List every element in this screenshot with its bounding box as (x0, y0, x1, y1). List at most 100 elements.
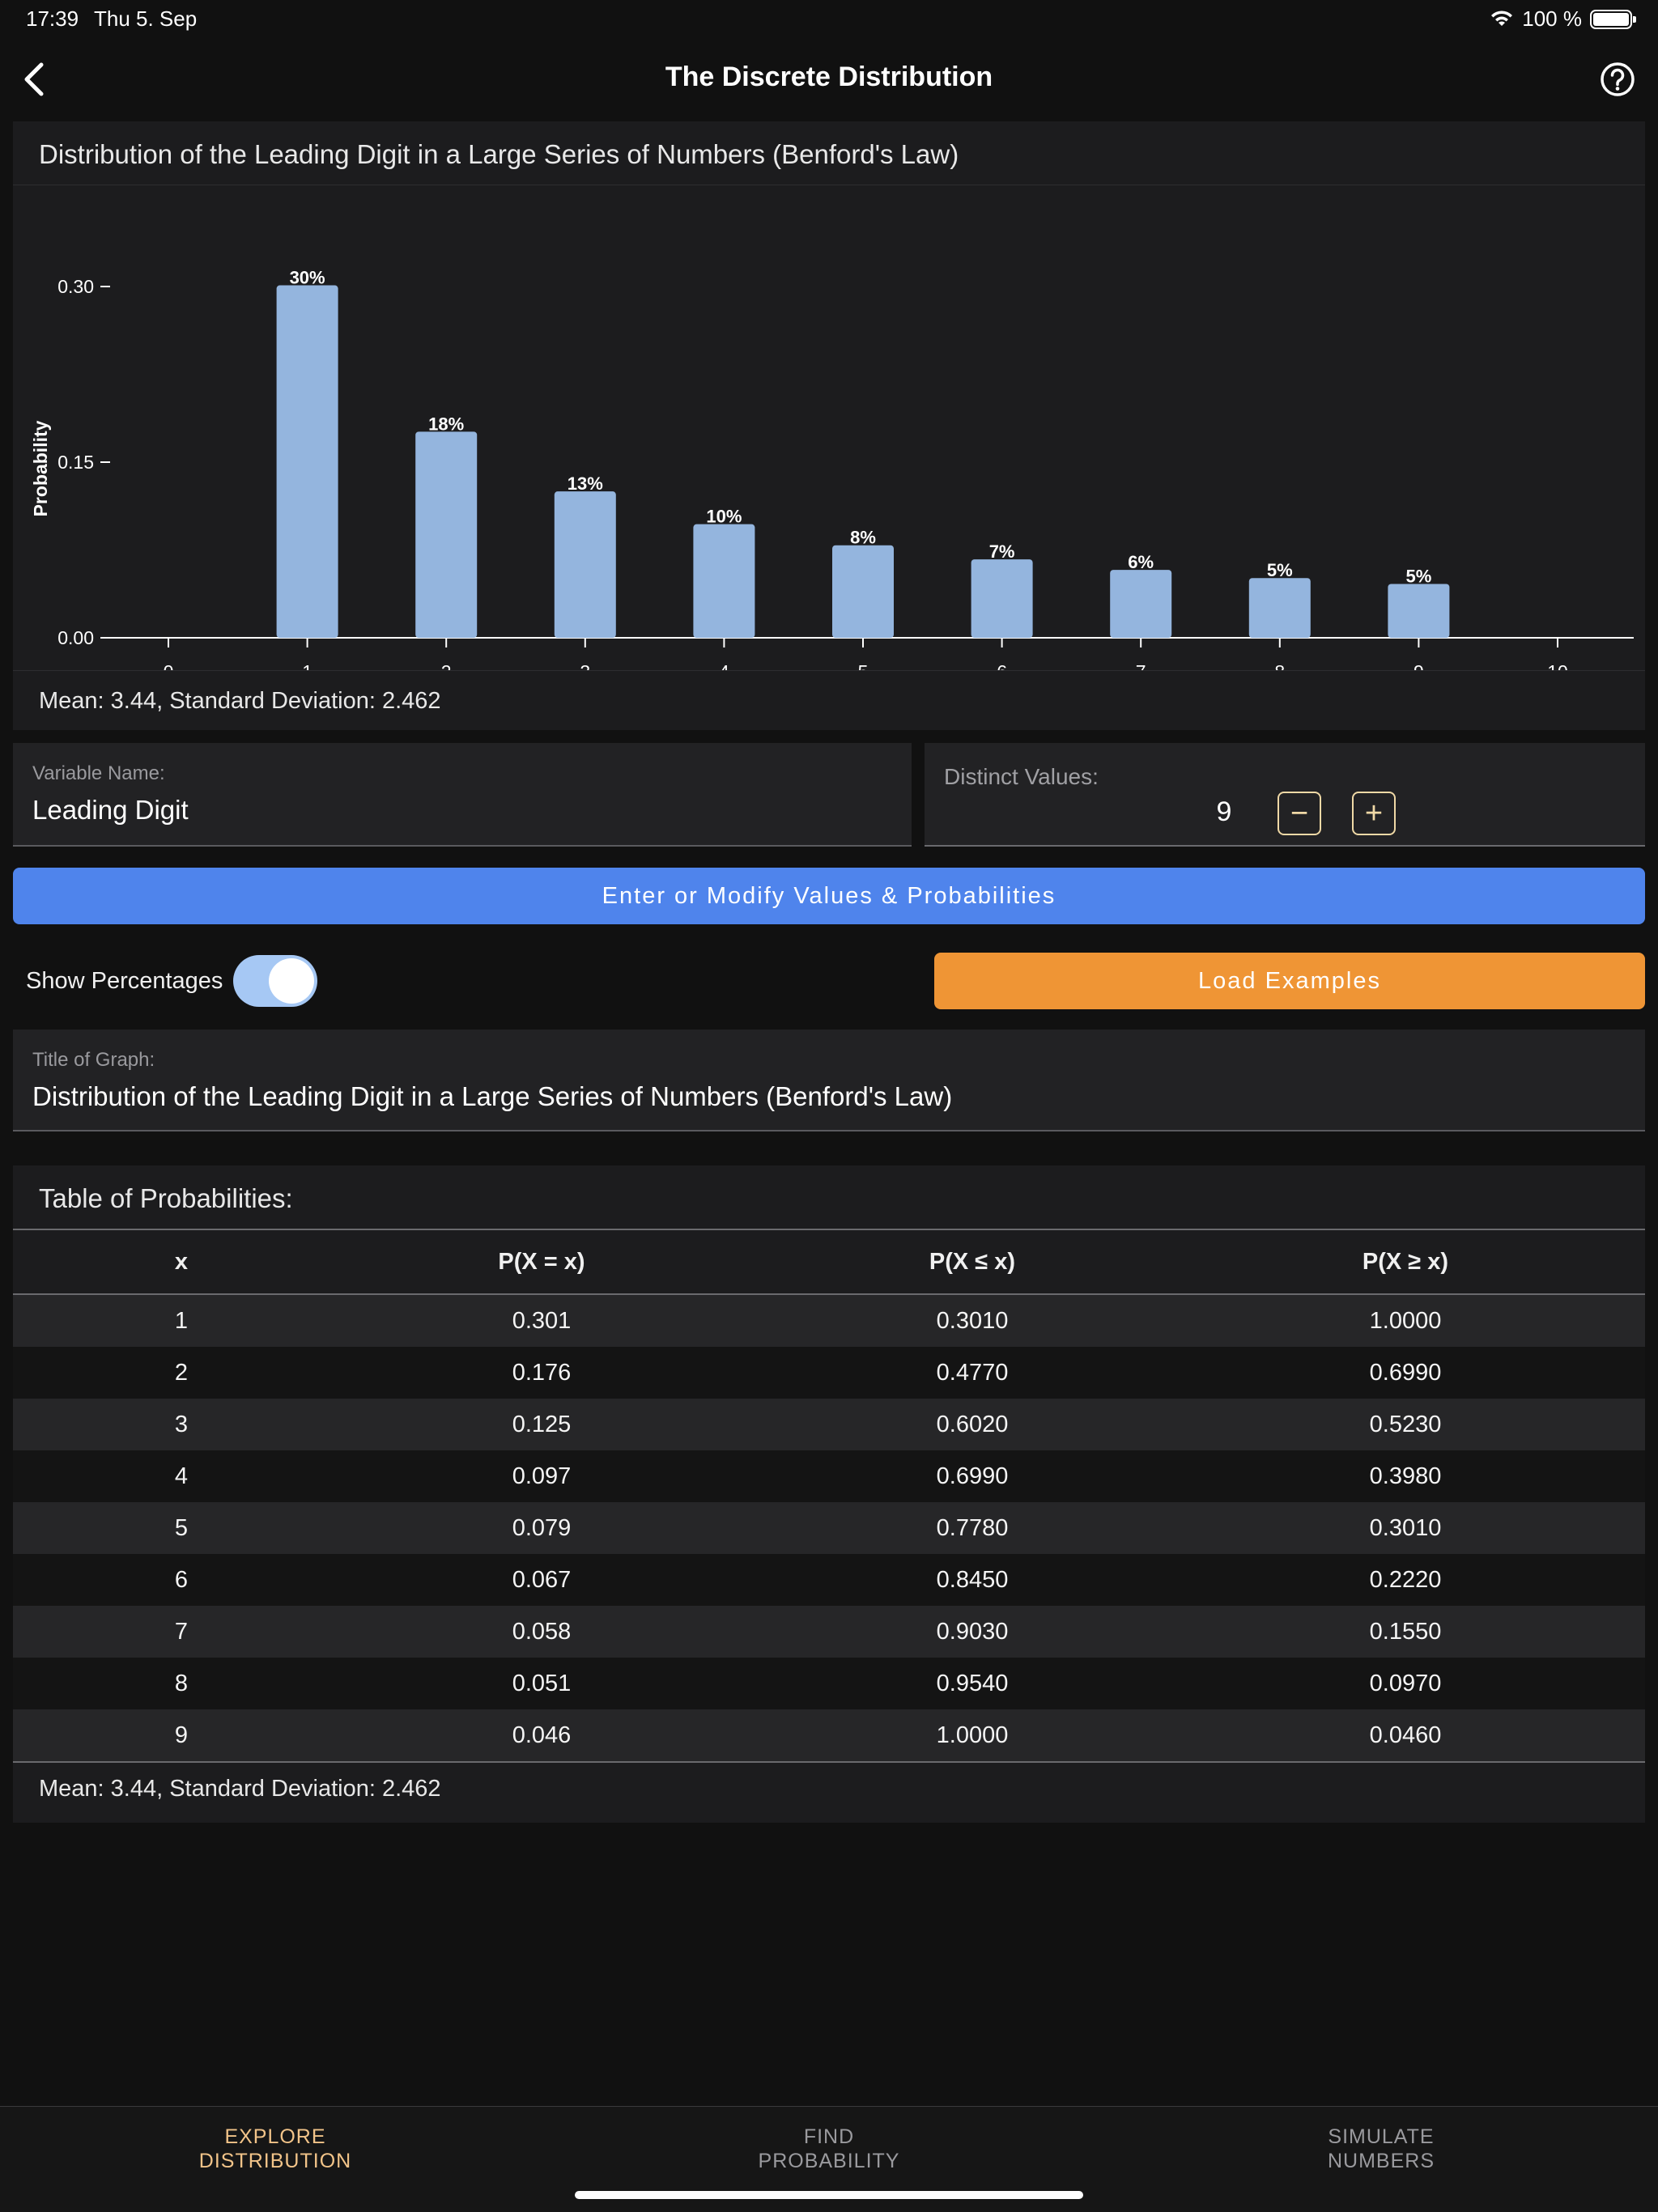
status-time: 17:39 (26, 6, 79, 31)
x-tick-label: 10 (1547, 661, 1568, 670)
x-tick-label: 4 (719, 661, 729, 670)
variable-name-field[interactable]: Variable Name: Leading Digit (13, 743, 912, 847)
chevron-left-icon (24, 62, 44, 96)
cell-p-ge: 0.3010 (1369, 1514, 1442, 1541)
cell-p-le: 0.6020 (936, 1411, 1009, 1437)
cell-p-ge: 0.3980 (1369, 1463, 1442, 1489)
cell-p-le: 0.9030 (936, 1618, 1009, 1645)
table-row: 2 0.176 0.4770 0.6990 (13, 1347, 1645, 1399)
cell-p-le: 0.8450 (936, 1566, 1009, 1593)
cell-p-ge: 0.5230 (1369, 1411, 1442, 1437)
cell-p-eq: 0.079 (512, 1514, 572, 1541)
x-tick-label: 9 (1414, 661, 1424, 670)
table-title: Table of Probabilities: (39, 1183, 293, 1213)
graph-title-field[interactable]: Title of Graph: Distribution of the Lead… (13, 1030, 1645, 1131)
load-examples-button[interactable]: Load Examples (934, 953, 1645, 1009)
distinct-values-label: Distinct Values: (944, 764, 1099, 789)
variable-name-label: Variable Name: (32, 762, 165, 784)
navigation-bar: The Discrete Distribution (0, 40, 1658, 118)
chart-summary-stats: Mean: 3.44, Standard Deviation: 2.462 (39, 688, 441, 714)
tab-label: DISTRIBUTION (198, 2150, 352, 2172)
bar-chart: 0.00 0.15 0.30 0 1 2 3 4 5 6 7 8 9 10 30% 18% 13% 10% 8% 7%… (30, 268, 1634, 670)
bar-data-label: 7% (989, 541, 1015, 562)
cell-p-ge: 0.6990 (1369, 1359, 1442, 1386)
cell-p-eq: 0.125 (512, 1411, 572, 1437)
distinct-values-count: 9 (1216, 796, 1232, 827)
cell-p-eq: 0.176 (512, 1359, 572, 1386)
table-row: 8 0.051 0.9540 0.0970 (13, 1658, 1645, 1709)
plus-icon: + (1364, 796, 1384, 830)
enter-modify-values-button[interactable]: Enter or Modify Values & Probabilities (13, 868, 1645, 924)
table-row: 6 0.067 0.8450 0.2220 (13, 1554, 1645, 1606)
page-title: The Discrete Distribution (665, 62, 993, 92)
cell-p-ge: 0.1550 (1369, 1618, 1442, 1645)
cell-p-eq: 0.301 (512, 1307, 572, 1334)
cell-p-eq: 0.051 (512, 1670, 572, 1696)
divider (13, 670, 1645, 671)
y-tick-label: 0.15 (57, 452, 94, 473)
x-tick-label: 8 (1274, 661, 1285, 670)
bar-data-label: 10% (706, 507, 742, 527)
bar (832, 545, 894, 638)
bar (554, 491, 616, 638)
show-percentages-toggle[interactable] (233, 955, 317, 1007)
chart-panel: Distribution of the Leading Digit in a L… (13, 121, 1645, 730)
cell-p-le: 0.9540 (936, 1670, 1009, 1696)
tab-label: FIND (803, 2125, 855, 2148)
cell-p-ge: 0.2220 (1369, 1566, 1442, 1593)
x-tick-label: 5 (858, 661, 869, 670)
cell-p-eq: 0.067 (512, 1566, 572, 1593)
cell-x: 4 (174, 1463, 189, 1489)
cell-x: 2 (174, 1359, 189, 1386)
table-row: 3 0.125 0.6020 0.5230 (13, 1399, 1645, 1450)
cell-p-ge: 0.0460 (1369, 1722, 1442, 1748)
y-axis-title: Probability (30, 420, 51, 516)
show-percentages-label: Show Percentages (26, 968, 223, 994)
bar (1248, 578, 1311, 638)
chart-title: Distribution of the Leading Digit in a L… (39, 139, 959, 169)
distinct-values-field: Distinct Values: 9 − + (925, 743, 1645, 847)
bar-data-label: 6% (1128, 552, 1154, 572)
graph-title-label: Title of Graph: (32, 1049, 155, 1071)
table-row: 7 0.058 0.9030 0.1550 (13, 1606, 1645, 1658)
x-tick-label: 3 (580, 661, 590, 670)
back-button[interactable] (11, 57, 57, 102)
variable-name-value[interactable]: Leading Digit (32, 795, 189, 825)
cell-x: 3 (174, 1411, 189, 1437)
table-row: 5 0.079 0.7780 0.3010 (13, 1502, 1645, 1554)
increment-button[interactable]: + (1352, 792, 1396, 835)
tab-find-probability[interactable]: FIND PROBABILITY (667, 2125, 991, 2173)
toggle-knob (269, 958, 314, 1004)
cell-p-ge: 0.0970 (1369, 1670, 1442, 1696)
table-row: 1 0.301 0.3010 1.0000 (13, 1295, 1645, 1347)
cell-p-le: 0.3010 (936, 1307, 1009, 1334)
x-tick-label: 1 (302, 661, 312, 670)
status-bar: 17:39 Thu 5. Sep 100 % (0, 0, 1658, 39)
cell-p-le: 0.6990 (936, 1463, 1009, 1489)
status-date: Thu 5. Sep (94, 6, 198, 31)
cell-x: 7 (174, 1618, 189, 1645)
decrement-button[interactable]: − (1278, 792, 1321, 835)
bar (415, 431, 478, 638)
divider (13, 1761, 1645, 1763)
divider (13, 1229, 1645, 1230)
table-row: 4 0.097 0.6990 0.3980 (13, 1450, 1645, 1502)
column-header: x (174, 1248, 189, 1275)
cell-p-le: 0.4770 (936, 1359, 1009, 1386)
bar (971, 559, 1033, 638)
y-tick-label: 0.30 (57, 276, 94, 297)
tab-simulate-numbers[interactable]: SIMULATE NUMBERS (1219, 2125, 1543, 2173)
table-row: 9 0.046 1.0000 0.0460 (13, 1709, 1645, 1761)
x-tick-label: 0 (164, 661, 174, 670)
tab-explore-distribution[interactable]: EXPLORE DISTRIBUTION (113, 2125, 437, 2173)
bar-data-label: 5% (1267, 560, 1293, 580)
help-button[interactable] (1598, 60, 1637, 99)
cell-p-eq: 0.046 (512, 1722, 572, 1748)
column-header: P(X ≥ x) (1362, 1248, 1449, 1275)
load-examples-label: Load Examples (1198, 967, 1381, 994)
cell-x: 6 (174, 1566, 189, 1593)
tab-label: EXPLORE (224, 2125, 326, 2148)
bar (693, 524, 755, 638)
graph-title-value[interactable]: Distribution of the Leading Digit in a L… (32, 1081, 953, 1111)
tab-label: PROBABILITY (758, 2150, 900, 2172)
